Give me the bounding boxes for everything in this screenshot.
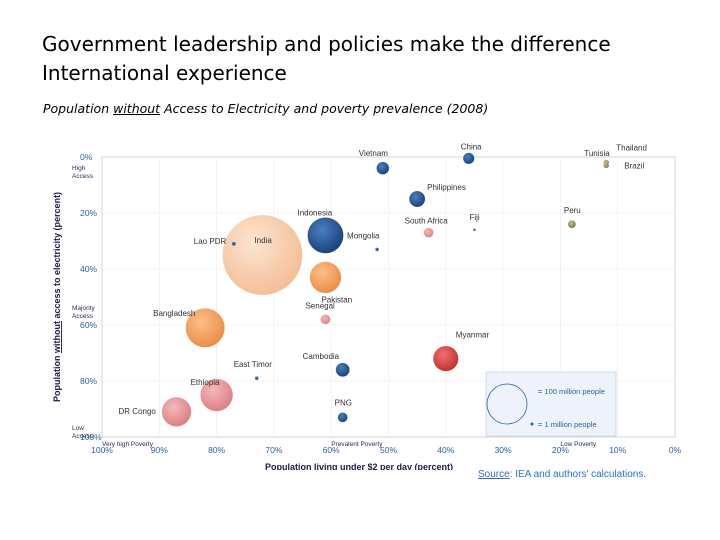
source-text: : IEA and authors' calculations. bbox=[509, 469, 647, 480]
label-south-africa: South Africa bbox=[405, 217, 449, 226]
legend: = 100 million people = 1 million people bbox=[485, 371, 617, 437]
bubble-mongolia bbox=[374, 247, 380, 252]
bubble-indonesia bbox=[307, 217, 344, 254]
y-annotation: Access bbox=[72, 313, 94, 320]
chart-subtitle: Population without Access to Electricity… bbox=[43, 101, 488, 116]
y-axis-title-pre: Population bbox=[52, 353, 62, 402]
bubble-cambodia bbox=[335, 362, 350, 378]
label-pakistan: Pakistan bbox=[321, 295, 352, 304]
bubble-lao-pdr bbox=[231, 241, 237, 247]
label-bangladesh: Bangladesh bbox=[153, 309, 195, 318]
bubble-south-africa bbox=[423, 227, 434, 238]
bubble-bangladesh bbox=[185, 307, 226, 348]
label-ethiopia: Ethiopia bbox=[191, 378, 220, 387]
x-annotation: Low Poverty bbox=[560, 441, 597, 448]
legend-small-bubble bbox=[530, 422, 534, 426]
x-annotation: Very high Poverty bbox=[102, 441, 154, 448]
source-note: Source: IEA and authors' calculations. bbox=[478, 469, 646, 480]
bubbles-layer bbox=[161, 152, 610, 427]
legend-background bbox=[485, 371, 617, 437]
y-tick-label: 0% bbox=[80, 152, 93, 162]
y-axis-title-under: without bbox=[52, 321, 62, 354]
bubble-tunisia bbox=[603, 161, 609, 167]
label-indonesia: Indonesia bbox=[297, 208, 332, 217]
label-mongolia: Mongolia bbox=[347, 231, 380, 240]
label-philippines: Philippines bbox=[427, 183, 466, 192]
source-link[interactable]: Source bbox=[478, 469, 510, 480]
axis-ticks: 0% 20% 40% 60% 80% 100% 100% 90% 80% 70% 60% 50% 40%… bbox=[72, 152, 682, 455]
x-tick-label: 70% bbox=[265, 445, 282, 455]
legend-small-text: = 1 million people bbox=[538, 420, 597, 429]
x-tick-label: 0% bbox=[669, 445, 682, 455]
x-annotation: Prevalent Poverty bbox=[331, 441, 383, 448]
x-tick-label: 90% bbox=[151, 445, 168, 455]
x-tick-label: 30% bbox=[495, 445, 512, 455]
bubble-labels-layer: China Vietnam Thailand Tunisia Brazil Philipp… bbox=[118, 142, 646, 415]
x-tick-label: 10% bbox=[609, 445, 626, 455]
label-lao-pdr: Lao PDR bbox=[194, 237, 227, 246]
bubble-chart: China Vietnam Thailand Tunisia Brazil Philipp… bbox=[52, 142, 682, 470]
y-annotation: Majority bbox=[72, 305, 96, 312]
bubble-myanmar bbox=[432, 345, 459, 372]
label-east-timor: East Timor bbox=[234, 360, 273, 369]
legend-large-text: = 100 million people bbox=[538, 387, 605, 396]
y-annotation: Access bbox=[72, 433, 94, 440]
x-axis-title: Population living under $2 per day (perc… bbox=[265, 462, 453, 470]
y-tick-label: 100% bbox=[80, 432, 102, 442]
subtitle-pre: Population bbox=[43, 101, 114, 116]
y-tick-label: 80% bbox=[80, 376, 97, 386]
y-tick-label: 20% bbox=[80, 208, 97, 218]
label-china: China bbox=[461, 142, 482, 151]
x-tick-label: 60% bbox=[323, 445, 340, 455]
label-dr-congo: DR Congo bbox=[118, 407, 156, 416]
x-tick-label: 80% bbox=[208, 445, 225, 455]
label-thailand: Thailand bbox=[616, 144, 647, 153]
bubble-pakistan bbox=[309, 261, 342, 294]
bubble-fiji bbox=[472, 228, 477, 232]
label-brazil: Brazil bbox=[624, 161, 644, 170]
bubble-india bbox=[222, 214, 303, 296]
title-line-1: Government leadership and policies make … bbox=[42, 32, 611, 56]
subtitle-post: Access to Electricity and poverty preval… bbox=[160, 101, 489, 116]
y-axis-title-post: access to electricity (percent) bbox=[52, 192, 62, 321]
label-png: PNG bbox=[335, 398, 352, 407]
x-tick-label: 100% bbox=[91, 445, 113, 455]
bubble-dr-congo bbox=[161, 396, 192, 427]
label-peru: Peru bbox=[564, 206, 581, 215]
y-annotation: Access bbox=[72, 173, 94, 180]
label-fiji: Fiji bbox=[469, 213, 479, 222]
y-tick-label: 60% bbox=[80, 320, 97, 330]
bubble-east-timor bbox=[254, 376, 259, 381]
title-line-2: International experience bbox=[42, 61, 287, 85]
bubble-ethiopia bbox=[200, 378, 234, 412]
page-title: Government leadership and policies make … bbox=[42, 30, 702, 88]
y-annotation: High bbox=[72, 165, 86, 172]
x-tick-label: 40% bbox=[437, 445, 454, 455]
legend-large-bubble bbox=[486, 383, 528, 425]
bubble-vietnam bbox=[376, 161, 390, 175]
label-myanmar: Myanmar bbox=[456, 331, 490, 340]
label-tunisia: Tunisia bbox=[584, 149, 610, 158]
bubble-china bbox=[462, 152, 475, 165]
y-annotation: Low bbox=[72, 425, 84, 432]
y-axis-title: Population without access to electricity… bbox=[52, 192, 62, 402]
x-tick-label: 20% bbox=[552, 445, 569, 455]
label-vietnam: Vietnam bbox=[359, 149, 389, 158]
label-senegal: Senegal bbox=[305, 301, 335, 310]
label-india: India bbox=[254, 236, 272, 245]
x-tick-label: 50% bbox=[380, 445, 397, 455]
bubble-png bbox=[337, 412, 348, 423]
bubble-peru bbox=[567, 219, 577, 229]
label-cambodia: Cambodia bbox=[303, 352, 340, 361]
subtitle-underlined: without bbox=[113, 101, 161, 116]
bubble-senegal bbox=[320, 314, 331, 325]
bubble-philippines bbox=[408, 190, 426, 208]
y-tick-label: 40% bbox=[80, 264, 97, 274]
